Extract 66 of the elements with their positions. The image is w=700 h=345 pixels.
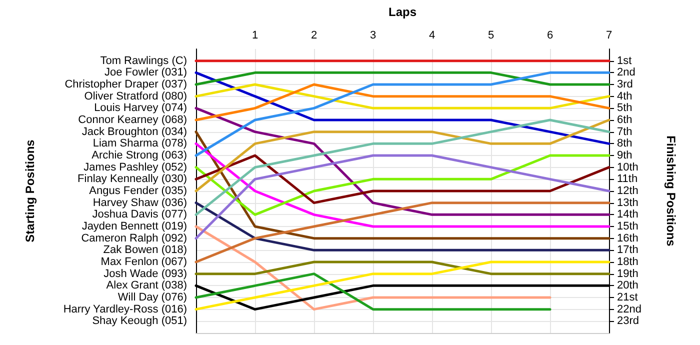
x-tick-label: 2 (310, 30, 318, 42)
x-tick-label: 6 (546, 30, 554, 42)
text: Connor Kearney (068) (78, 114, 187, 126)
x-tick-label: 1 (252, 30, 258, 42)
line-series (194, 142, 610, 228)
text: Jack Broughton (034) (82, 126, 187, 138)
y2-tick-label: 13th (617, 196, 638, 209)
text: James Pashley (052) (84, 161, 187, 174)
text: Joshua Davis (077) (92, 208, 187, 221)
x-tick-label: 5 (488, 30, 494, 42)
y2-tick-label: 14th (617, 208, 638, 221)
y2-tick-label: 22nd (617, 303, 642, 316)
text: Angus Fender (035) (89, 185, 187, 197)
text: Will Day (076) (118, 292, 187, 304)
text: Louis Harvey (074) (94, 102, 187, 114)
text: Archie Strong (063) (92, 150, 187, 162)
text: Jayden Bennett (019) (82, 220, 187, 232)
text: Zak Bowen (018) (103, 244, 187, 256)
text: Tom Rawlings (C) (100, 54, 187, 67)
y2-tick-label: 17th (617, 244, 638, 256)
line-series (194, 202, 610, 264)
text: Joe Fowler (031) (104, 66, 187, 79)
y2-tick-label: 8th (617, 138, 632, 150)
text: Alex Grant (038) (106, 280, 187, 292)
y2-tick-label: 5th (617, 102, 632, 114)
text: Starting Positions (23, 139, 37, 242)
y2-axis-title: Finishing Positions (664, 136, 678, 247)
line-series (194, 225, 552, 311)
y2-tick-label: 3rd (617, 78, 633, 90)
y2-tick-label: 20th (617, 280, 638, 292)
y2-tick-label: 18th (617, 256, 638, 268)
text: Harvey Shaw (036) (92, 196, 187, 209)
x-tick-label: 4 (428, 30, 436, 42)
text: Liam Sharma (078) (92, 138, 187, 150)
line-series (194, 154, 610, 240)
y2-tick-label: 1st (617, 54, 632, 67)
y2-tick-label: 10th (617, 161, 638, 174)
x-axis-title: Laps (388, 5, 417, 19)
y2-tick-label: 7th (617, 126, 632, 138)
y2-tick-label: 12th (617, 185, 638, 197)
y2-tick-label: 19th (617, 268, 638, 280)
y2-tick-label: 21st (617, 292, 638, 304)
y2-tick-label: 4th (617, 90, 632, 102)
text: Max Fenlon (067) (100, 256, 187, 268)
text: Josh Wade (093) (104, 268, 187, 280)
line-series (194, 260, 610, 311)
text: Finlay Kenneally (030) (78, 173, 187, 186)
x-tick-label: 3 (370, 30, 376, 42)
y2-tick-label: 16th (617, 232, 638, 244)
y2-tick-label: 9th (617, 150, 632, 162)
line-series (194, 154, 610, 204)
text: Shay Keough (051) (92, 315, 187, 328)
text: Oliver Stratford (080) (84, 90, 187, 102)
line-series (194, 83, 610, 122)
y2-tick-label: 15th (617, 220, 638, 232)
y2-tick-label: 11th (617, 173, 638, 186)
line-series (194, 118, 610, 192)
line-series (194, 272, 552, 311)
text: Christopher Draper (037) (64, 78, 187, 90)
text: Harry Yardley-Ross (016) (63, 303, 187, 316)
y2-tick-label: 23rd (617, 315, 640, 328)
x-tick-label: 7 (606, 30, 612, 42)
text: Cameron Ralph (092) (81, 232, 187, 244)
y2-tick-label: 6th (617, 114, 632, 126)
y2-tick-label: 2nd (617, 66, 636, 79)
line-series (194, 154, 610, 216)
